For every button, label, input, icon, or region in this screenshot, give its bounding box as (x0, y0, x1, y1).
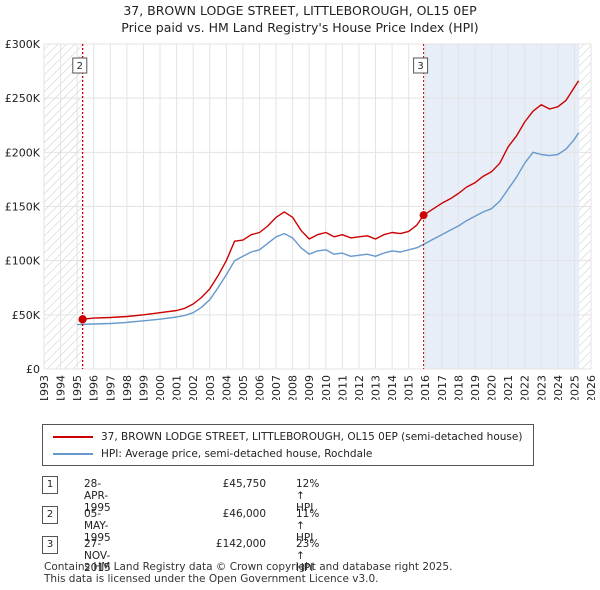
transaction-hpi: 23% ↑ HPI (296, 538, 320, 574)
x-tick-label: 2005 (237, 375, 250, 400)
x-tick-label: 2021 (502, 375, 515, 400)
x-tick-label: 2008 (287, 375, 300, 400)
transaction-hpi: 12% ↑ HPI (296, 478, 320, 514)
transaction-date: 28-APR-1995 (84, 478, 111, 514)
footer-copyright: Contains HM Land Registry data © Crown c… (44, 561, 453, 573)
x-tick-label: 2015 (403, 375, 416, 400)
transaction-hpi: 11% ↑ HPI (296, 508, 320, 544)
x-tick-label: 2022 (519, 375, 532, 400)
x-tick-label: 2006 (253, 375, 266, 400)
x-tick-label: 1999 (137, 375, 150, 400)
x-tick-label: 2018 (452, 375, 465, 400)
y-tick-label: £250K (5, 92, 41, 105)
hpi-line (77, 132, 580, 326)
x-tick-label: 2009 (303, 375, 316, 400)
transaction-number: 1 (42, 476, 58, 494)
x-tick-label: 2016 (419, 375, 432, 400)
y-tick-label: £300K (5, 38, 41, 51)
legend-swatch-blue (53, 453, 93, 455)
x-tick-label: 1996 (88, 375, 101, 400)
x-tick-label: 2023 (535, 375, 548, 400)
x-tick-label: 1993 (38, 375, 51, 400)
x-tick-label: 2013 (370, 375, 383, 400)
x-tick-label: 2017 (436, 375, 449, 400)
x-tick-label: 2010 (320, 375, 333, 400)
x-tick-label: 2004 (220, 375, 233, 400)
y-tick-label: £50K (12, 309, 41, 322)
x-tick-label: 2012 (353, 375, 366, 400)
x-tick-label: 2011 (336, 375, 349, 400)
sale-point (419, 211, 428, 220)
legend-swatch-red (53, 436, 93, 438)
y-tick-label: £100K (5, 255, 41, 268)
x-tick-label: 2003 (204, 375, 217, 400)
footer-licence: This data is licensed under the Open Gov… (44, 573, 379, 585)
sale-label-box (413, 57, 429, 74)
x-tick-label: 2019 (469, 375, 482, 400)
x-tick-label: 2024 (552, 375, 565, 400)
y-tick-label: £0 (26, 363, 40, 376)
x-tick-label: 1998 (121, 375, 134, 400)
x-tick-label: 2014 (386, 375, 399, 400)
x-tick-label: 2001 (171, 375, 184, 400)
legend: 37, BROWN LODGE STREET, LITTLEBOROUGH, O… (42, 424, 534, 466)
y-tick-label: £150K (5, 201, 41, 214)
sale-point (78, 315, 87, 324)
sale-label-box (72, 57, 88, 74)
x-tick-label: 2020 (486, 375, 499, 400)
x-tick-label: 2002 (187, 375, 200, 400)
x-tick-label: 2007 (270, 375, 283, 400)
transaction-price: £142,000 (215, 538, 266, 550)
legend-item-hpi: HPI: Average price, semi-detached house,… (53, 446, 372, 462)
sale-label: 2 (77, 61, 83, 72)
x-tick-label: 2000 (154, 375, 167, 400)
sale-label: 3 (417, 61, 423, 72)
transaction-number: 3 (42, 536, 58, 554)
x-tick-label: 1994 (55, 375, 68, 400)
legend-item-property: 37, BROWN LODGE STREET, LITTLEBOROUGH, O… (53, 429, 522, 445)
transaction-date: 05-MAY-1995 (84, 508, 111, 544)
x-tick-label: 2025 (568, 375, 581, 400)
chart-title-line1: 37, BROWN LODGE STREET, LITTLEBOROUGH, O… (123, 3, 477, 18)
transaction-price: £46,000 (222, 508, 266, 520)
price-chart: 2 3 £0 £50K £100K £150K £200K £250K £300K 1993 19… (5, 38, 598, 400)
transaction-date: 27-NOV-2015 (84, 538, 111, 574)
legend-label-hpi: HPI: Average price, semi-detached house,… (101, 448, 373, 460)
x-tick-label: 1997 (104, 375, 117, 400)
price-paid-line (82, 80, 580, 320)
x-tick-label: 2026 (585, 375, 598, 400)
transaction-price: £45,750 (222, 478, 266, 490)
y-tick-label: £200K (5, 146, 41, 159)
transaction-number: 2 (42, 506, 58, 524)
x-tick-label: 1995 (71, 375, 84, 400)
chart-title-line2: Price paid vs. HM Land Registry's House … (121, 20, 479, 35)
legend-label-property: 37, BROWN LODGE STREET, LITTLEBOROUGH, O… (101, 431, 523, 443)
